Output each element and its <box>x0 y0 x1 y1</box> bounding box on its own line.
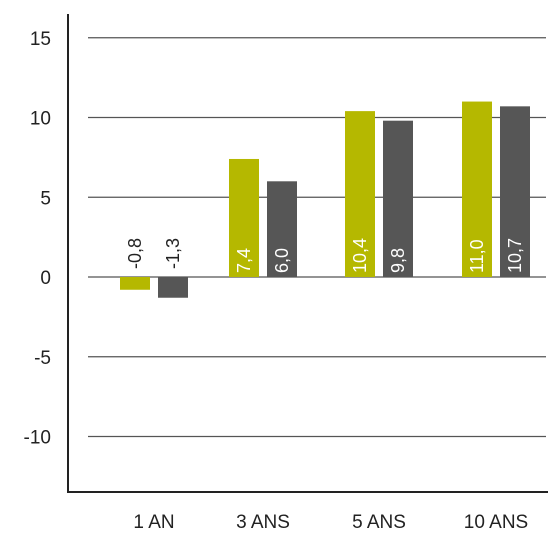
data-label: 7,4 <box>234 248 254 273</box>
bar <box>383 120 413 277</box>
data-label: 9,8 <box>388 248 408 273</box>
data-label: -0,8 <box>125 238 145 269</box>
y-tick-label: -5 <box>34 348 51 369</box>
data-label: 11,0 <box>467 239 487 273</box>
data-label: 6,0 <box>272 248 292 273</box>
x-tick-label: 10 ANS <box>464 512 528 533</box>
x-tick-label: 5 ANS <box>352 512 406 533</box>
bar <box>120 277 150 290</box>
axes <box>67 14 548 493</box>
y-tick-label: 15 <box>30 29 51 50</box>
bar <box>345 111 375 278</box>
y-tick-label: 0 <box>40 268 51 289</box>
y-tick-label: -10 <box>24 428 51 449</box>
data-label: 10,7 <box>505 238 525 273</box>
y-tick-label: 10 <box>30 109 51 130</box>
bar <box>267 181 297 277</box>
bar <box>158 277 188 298</box>
x-tick-label: 1 AN <box>133 512 174 533</box>
data-labels: -0,8 7,4 10,4 11,0 -1,3 6,0 9,8 10,7 <box>125 238 525 273</box>
y-axis-ticks: 15 10 5 0 -5 -10 <box>24 29 51 449</box>
bar <box>462 101 492 277</box>
x-axis-ticks: 1 AN 3 ANS 5 ANS 10 ANS <box>133 512 528 533</box>
data-label: 10,4 <box>350 238 370 273</box>
bar <box>500 106 530 278</box>
x-tick-label: 3 ANS <box>236 512 290 533</box>
y-tick-label: 5 <box>40 188 51 209</box>
data-label: -1,3 <box>163 238 183 269</box>
bar <box>229 158 259 277</box>
bars <box>120 101 530 298</box>
